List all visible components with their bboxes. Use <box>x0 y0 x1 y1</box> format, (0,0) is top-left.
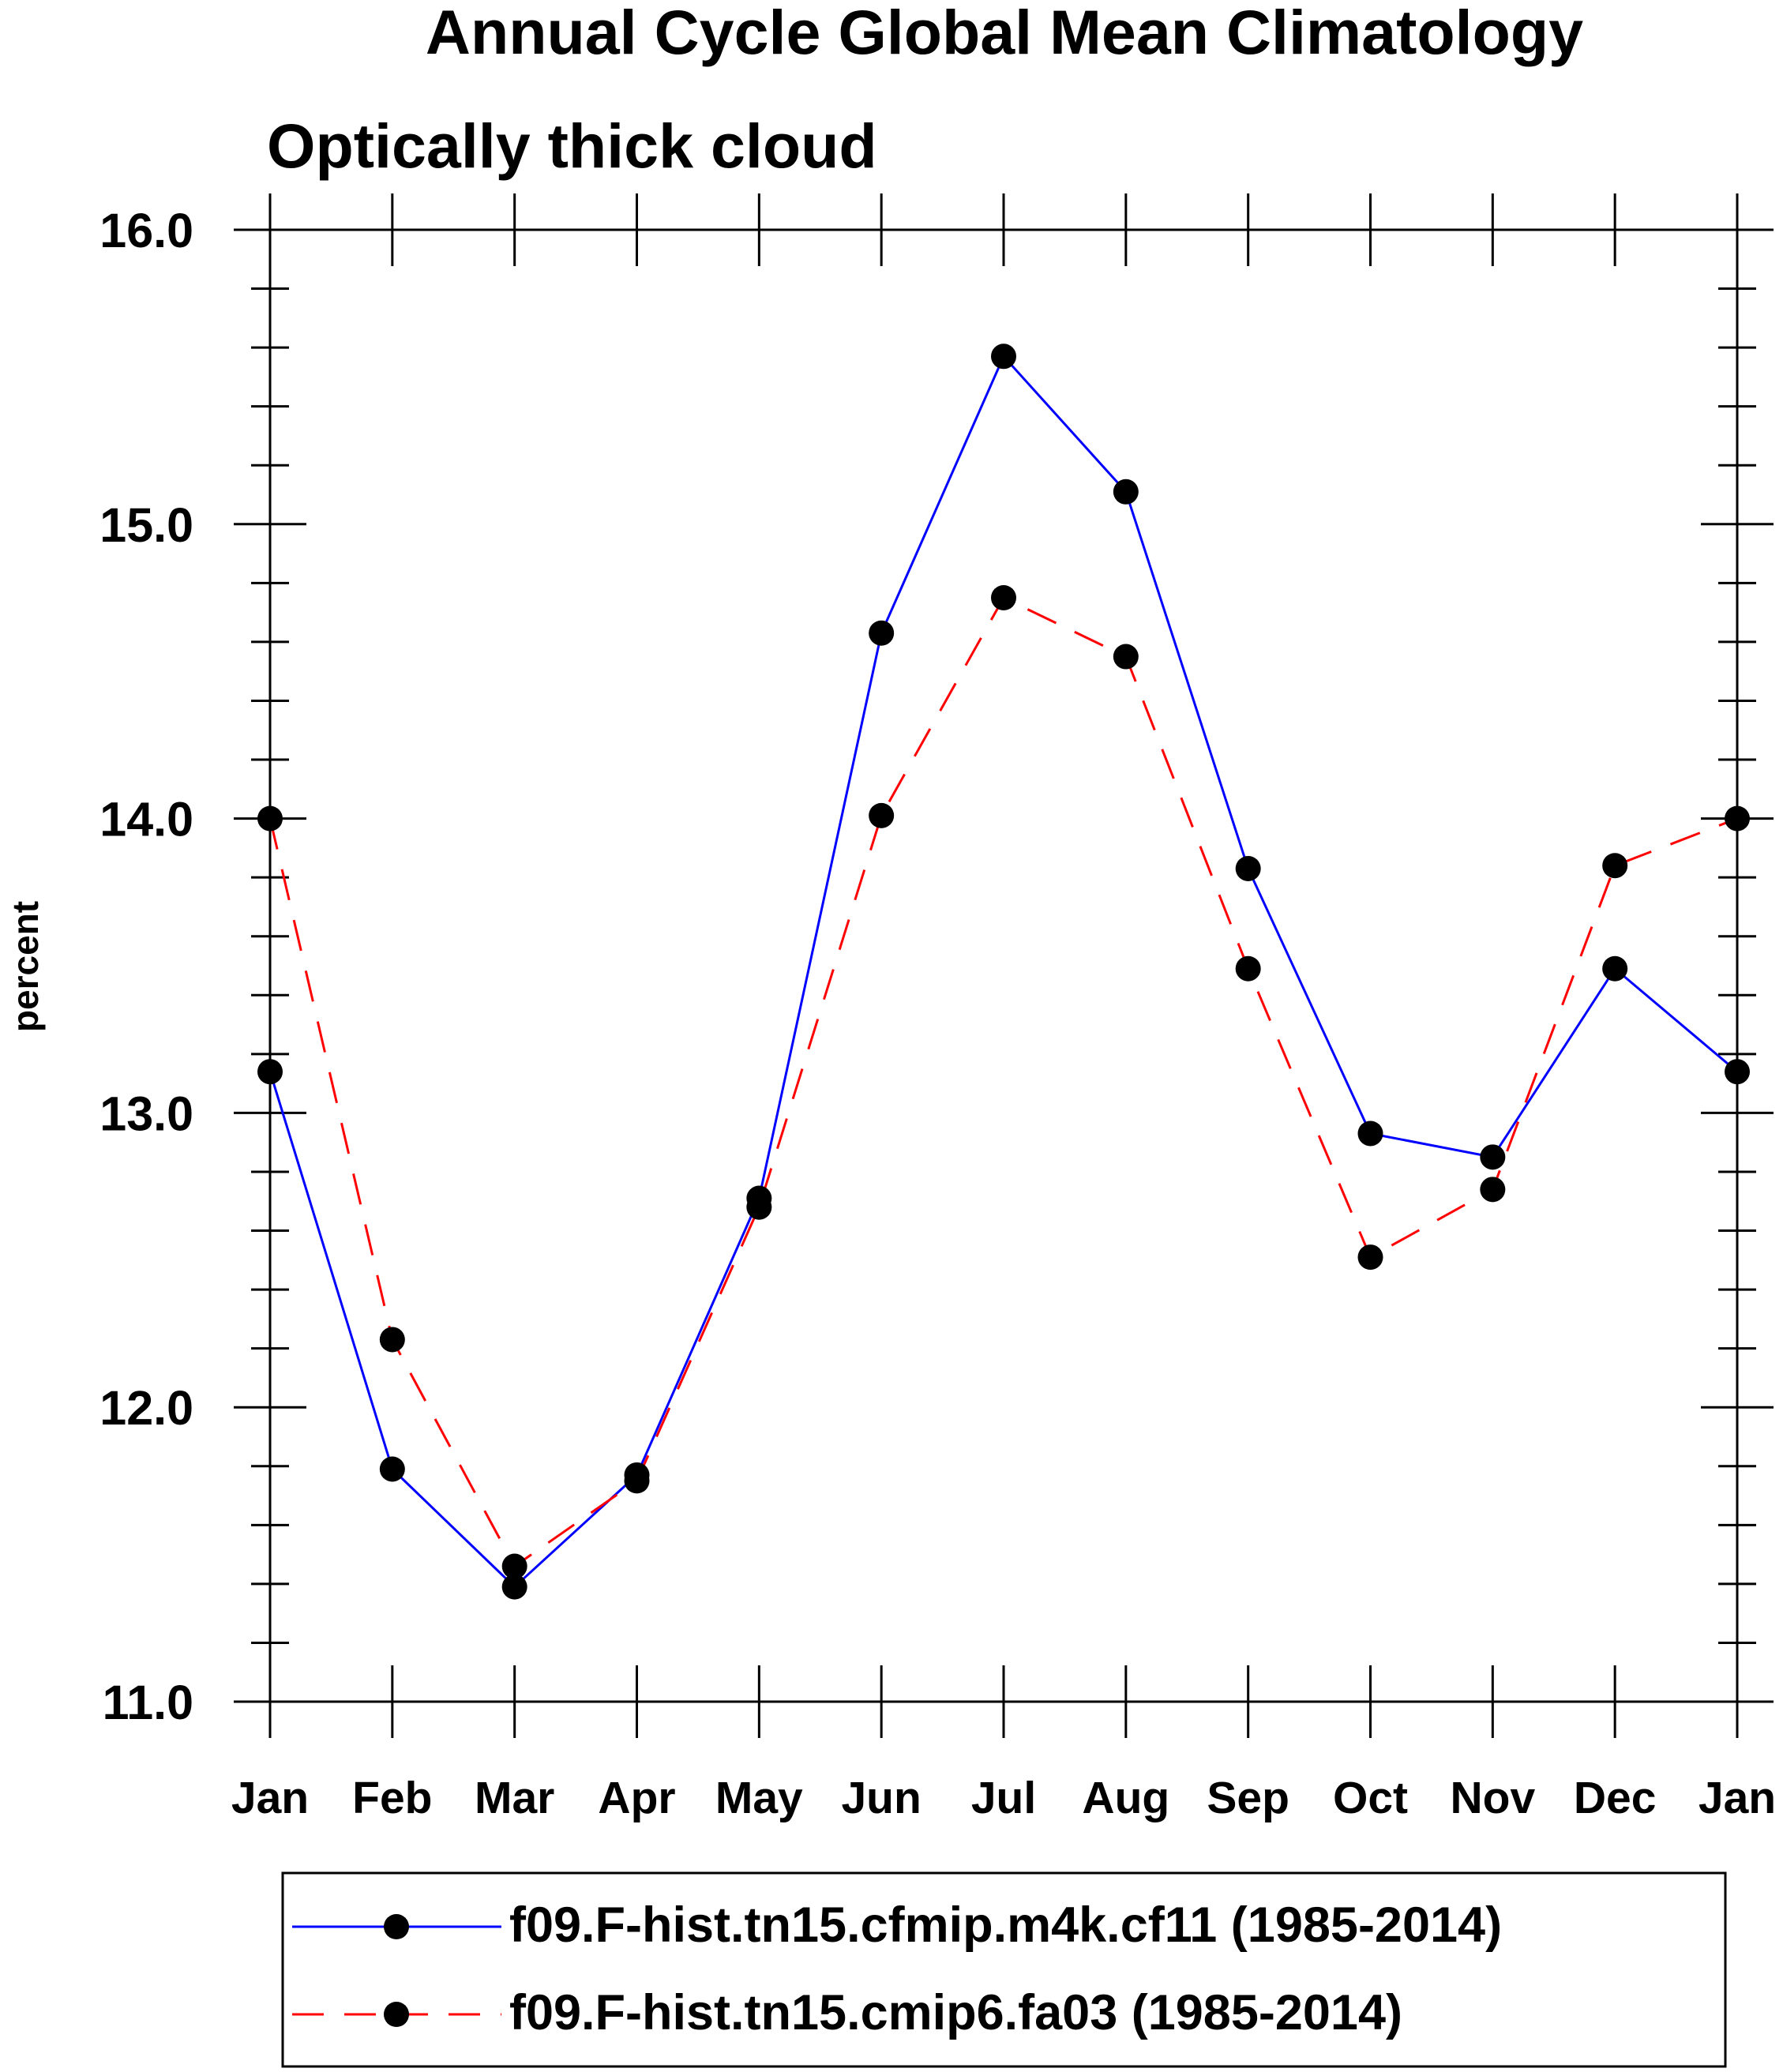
legend-box <box>281 1871 1727 2068</box>
legend: f09.F-hist.tn15.cfmip.m4k.cf11 (1985-201… <box>281 1871 1727 2068</box>
series-line-2 <box>268 596 1738 1568</box>
series-1-point <box>379 1456 405 1482</box>
series-2-point <box>1113 644 1139 670</box>
plot-area: 11.0 12.0 13.0 14.0 15.0 16.0 Jan Feb Mar Apr May J… <box>99 193 1776 1823</box>
legend-label-series-2: f09.F-hist.tn15.cmip6.fa03 (1985-2014) <box>509 1985 1402 2040</box>
series-1-point <box>1480 1144 1506 1170</box>
series-2-point <box>1235 955 1261 982</box>
y-tick-label: 12.0 <box>99 1381 193 1435</box>
series-2-point <box>1725 805 1750 831</box>
series-2-point <box>624 1468 650 1494</box>
chart-title: Annual Cycle Global Mean Climatology <box>426 0 1583 67</box>
series-1-point <box>1235 855 1261 881</box>
series-line-1 <box>268 354 1738 1589</box>
series-1-point <box>991 343 1016 370</box>
series-1-point <box>1602 955 1628 982</box>
series-2-point <box>1480 1177 1506 1203</box>
x-tick-label: Sep <box>1207 1773 1289 1823</box>
x-tick-label: Apr <box>598 1773 675 1823</box>
x-tick-label: Mar <box>475 1773 554 1823</box>
y-tick-label: 16.0 <box>99 204 193 257</box>
x-tick-label: Oct <box>1333 1773 1408 1823</box>
series-1-point <box>257 1059 283 1085</box>
x-tick-label: Feb <box>352 1773 432 1823</box>
y-tick-label: 14.0 <box>99 793 193 846</box>
x-tick-label: Dec <box>1574 1773 1657 1823</box>
x-tick-label: Nov <box>1450 1773 1535 1823</box>
chart-subtitle: Optically thick cloud <box>267 111 877 181</box>
series-2-point <box>991 585 1016 610</box>
series-1-point <box>1113 479 1139 505</box>
plot-frame <box>268 228 1739 1703</box>
x-tick-label: Aug <box>1082 1773 1169 1823</box>
series-2-point <box>379 1327 405 1353</box>
x-tick-label: Jan <box>231 1773 309 1823</box>
x-tick-label: May <box>715 1773 803 1823</box>
legend-label-series-1: f09.F-hist.tn15.cfmip.m4k.cf11 (1985-201… <box>509 1897 1502 1953</box>
y-tick-label: 11.0 <box>103 1676 193 1729</box>
series-1-point <box>1725 1059 1750 1085</box>
series-2-point <box>257 805 283 831</box>
series-1-point <box>1357 1120 1383 1147</box>
x-tick-label: Jun <box>841 1773 921 1823</box>
x-tick-label: Jan <box>1699 1773 1776 1823</box>
series-1-point <box>869 620 895 646</box>
y-axis-label: percent <box>5 901 46 1032</box>
series-1-point <box>501 1574 527 1600</box>
series-2-point <box>869 802 895 828</box>
legend-marker-series-1 <box>384 1914 409 1939</box>
series-2-point <box>1357 1244 1383 1271</box>
y-tick-label: 13.0 <box>99 1087 193 1140</box>
series-2-point <box>1602 853 1628 879</box>
series-2-point <box>501 1553 527 1579</box>
y-tick-label: 15.0 <box>99 498 193 552</box>
legend-marker-series-2 <box>384 2002 409 2027</box>
x-tick-label: Jul <box>971 1773 1036 1823</box>
series-2-point <box>746 1194 772 1220</box>
